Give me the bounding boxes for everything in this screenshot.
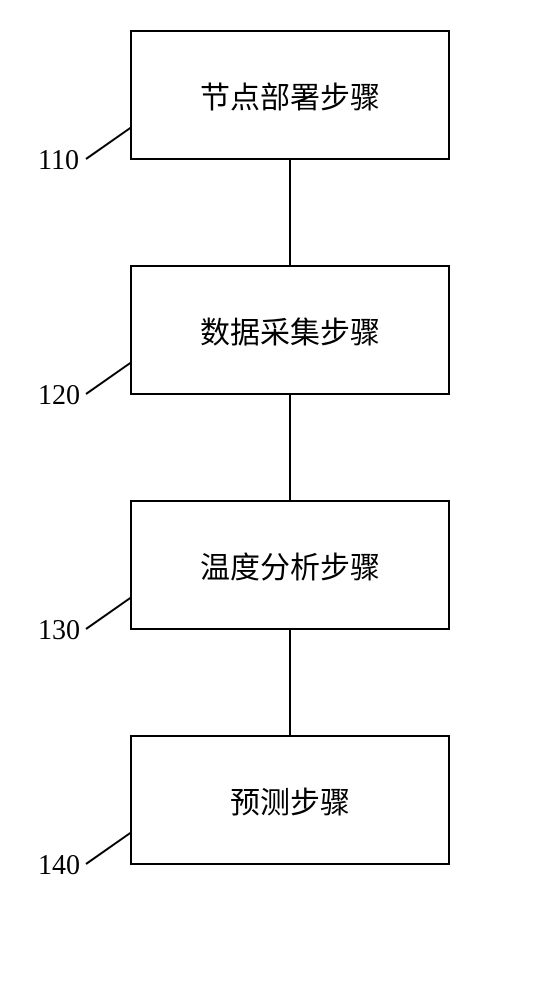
step-3-box: 温度分析步骤 — [130, 500, 450, 630]
step-4-leader-line — [85, 829, 135, 865]
connector-1-2 — [289, 160, 291, 265]
step-2-number: 120 — [38, 380, 80, 412]
step-2-leader-line — [85, 359, 135, 395]
step-3-number: 130 — [38, 615, 80, 647]
step-2-label: 数据采集步骤 — [200, 308, 380, 352]
step-1-leader-line — [85, 124, 135, 160]
connector-2-3 — [289, 395, 291, 500]
connector-3-4 — [289, 630, 291, 735]
step-3-leader-line — [85, 594, 135, 630]
step-4-label: 预测步骤 — [230, 778, 350, 822]
step-1-number: 110 — [38, 145, 79, 177]
step-1-box: 节点部署步骤 — [130, 30, 450, 160]
step-4-number: 140 — [38, 850, 80, 882]
step-3-label: 温度分析步骤 — [200, 543, 380, 587]
step-1-label: 节点部署步骤 — [200, 73, 380, 117]
step-2-box: 数据采集步骤 — [130, 265, 450, 395]
step-4-box: 预测步骤 — [130, 735, 450, 865]
